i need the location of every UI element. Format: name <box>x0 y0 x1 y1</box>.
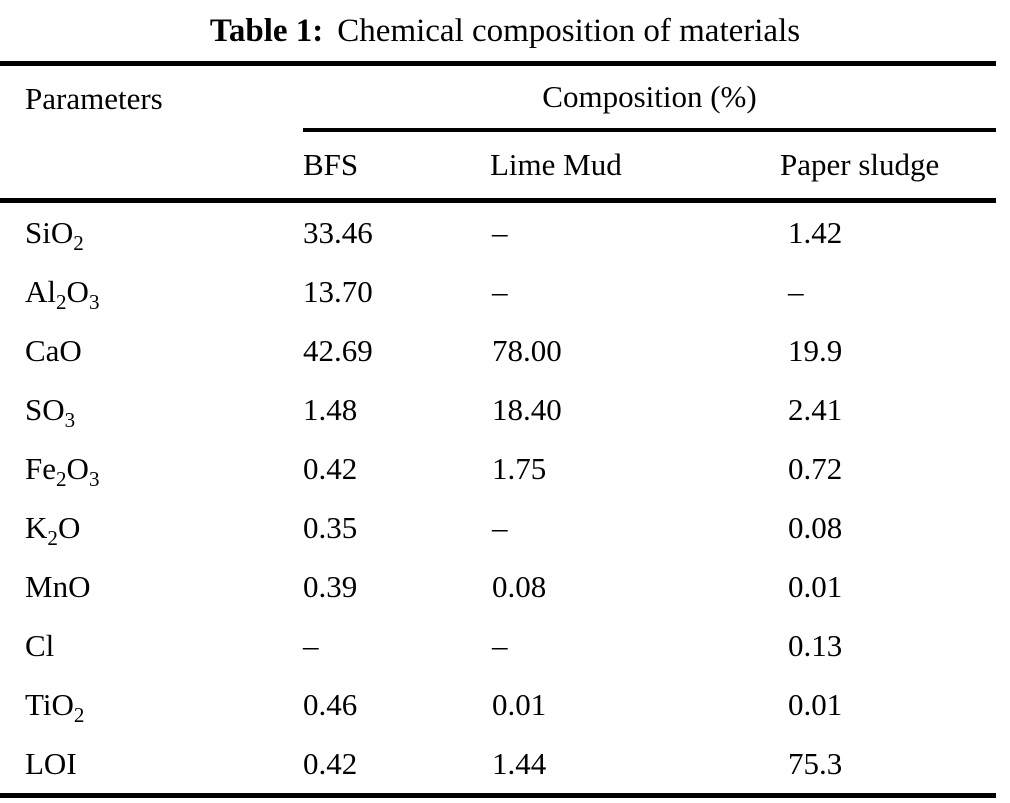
lime-mud-value-cell: 78.00 <box>492 332 562 368</box>
bfs-value-cell: 0.42 <box>303 450 358 486</box>
paper-sludge-value-cell: 0.01 <box>788 568 843 604</box>
paper-sludge-value-cell: 0.01 <box>788 686 843 722</box>
table-header: Parameters Composition (%) BFS Lime Mud … <box>0 63 997 203</box>
bfs-value-cell: 0.35 <box>303 509 358 545</box>
paper-sludge-value-cell: 0.72 <box>788 450 843 486</box>
parameter-cell: Cl <box>25 627 55 663</box>
lime-mud-value-cell: – <box>492 627 508 663</box>
column-header-paper-sludge: Paper sludge <box>780 130 997 203</box>
table-row: Al2O3 13.70 – – <box>0 262 996 321</box>
lime-mud-value-cell: 1.75 <box>492 450 547 486</box>
table-row: LOI 0.42 1.44 75.3 <box>0 734 996 796</box>
column-header-bfs: BFS <box>303 130 490 203</box>
lime-mud-value-cell: 1.44 <box>492 745 547 781</box>
parameter-cell: MnO <box>25 568 91 604</box>
parameter-cell: TiO2 <box>25 686 85 727</box>
parameter-cell: CaO <box>25 332 82 368</box>
parameters-header: Parameters <box>0 63 303 203</box>
lime-mud-value-cell: – <box>492 214 508 250</box>
bfs-value-cell: 1.48 <box>303 391 358 427</box>
table-row: SO3 1.48 18.40 2.41 <box>0 380 996 439</box>
column-header-lime-mud: Lime Mud <box>490 130 780 203</box>
composition-group-header: Composition (%) <box>303 63 997 132</box>
table-row: TiO2 0.46 0.01 0.01 <box>0 675 996 734</box>
parameter-cell: K2O <box>25 509 81 550</box>
paper-sludge-value-cell: 1.42 <box>788 214 843 250</box>
table-caption: Table 1: Chemical composition of materia… <box>0 0 1010 61</box>
paper-sludge-value-cell: – <box>788 273 804 309</box>
lime-mud-value-cell: – <box>492 509 508 545</box>
table-row: CaO 42.69 78.00 19.9 <box>0 321 996 380</box>
lime-mud-value-cell: 0.01 <box>492 686 547 722</box>
parameter-cell: SiO2 <box>25 214 84 255</box>
header-row-columns: BFS Lime Mud Paper sludge <box>0 130 997 203</box>
table-row: MnO 0.39 0.08 0.01 <box>0 557 996 616</box>
caption-text: Chemical composition of materials <box>337 13 801 49</box>
bfs-value-cell: 33.46 <box>303 214 373 250</box>
lime-mud-value-cell: 18.40 <box>492 391 562 427</box>
lime-mud-value-cell: 0.08 <box>492 568 547 604</box>
table-row: Fe2O3 0.42 1.75 0.72 <box>0 439 996 498</box>
paper-sludge-value-cell: 19.9 <box>788 332 843 368</box>
paper-sludge-value-cell: 0.08 <box>788 509 843 545</box>
bfs-value-cell: 0.42 <box>303 745 358 781</box>
parameter-cell: Al2O3 <box>25 273 100 314</box>
bfs-value-cell: 13.70 <box>303 273 373 309</box>
table-row: Cl – – 0.13 <box>0 616 996 675</box>
parameter-cell: SO3 <box>25 391 76 432</box>
header-row-group: Parameters Composition (%) <box>0 63 997 203</box>
lime-mud-value-cell: – <box>492 273 508 309</box>
composition-table: Parameters Composition (%) BFS Lime Mud … <box>0 61 997 798</box>
paper-sludge-value-cell: 2.41 <box>788 391 843 427</box>
table-body: SiO2 33.46 – 1.42 Al2O3 13.70 – – CaO 42… <box>0 201 996 796</box>
paper-sludge-value-cell: 0.13 <box>788 627 843 663</box>
bfs-value-cell: 42.69 <box>303 332 373 368</box>
bfs-value-cell: 0.46 <box>303 686 358 722</box>
parameter-cell: LOI <box>25 745 77 781</box>
table-row: SiO2 33.46 – 1.42 <box>0 201 996 263</box>
bfs-value-cell: 0.39 <box>303 568 358 604</box>
bfs-value-cell: – <box>303 627 319 663</box>
caption-label: Table 1: <box>209 13 324 49</box>
paper-sludge-value-cell: 75.3 <box>788 745 843 781</box>
parameter-cell: Fe2O3 <box>25 450 100 491</box>
table-row: K2O 0.35 – 0.08 <box>0 498 996 557</box>
